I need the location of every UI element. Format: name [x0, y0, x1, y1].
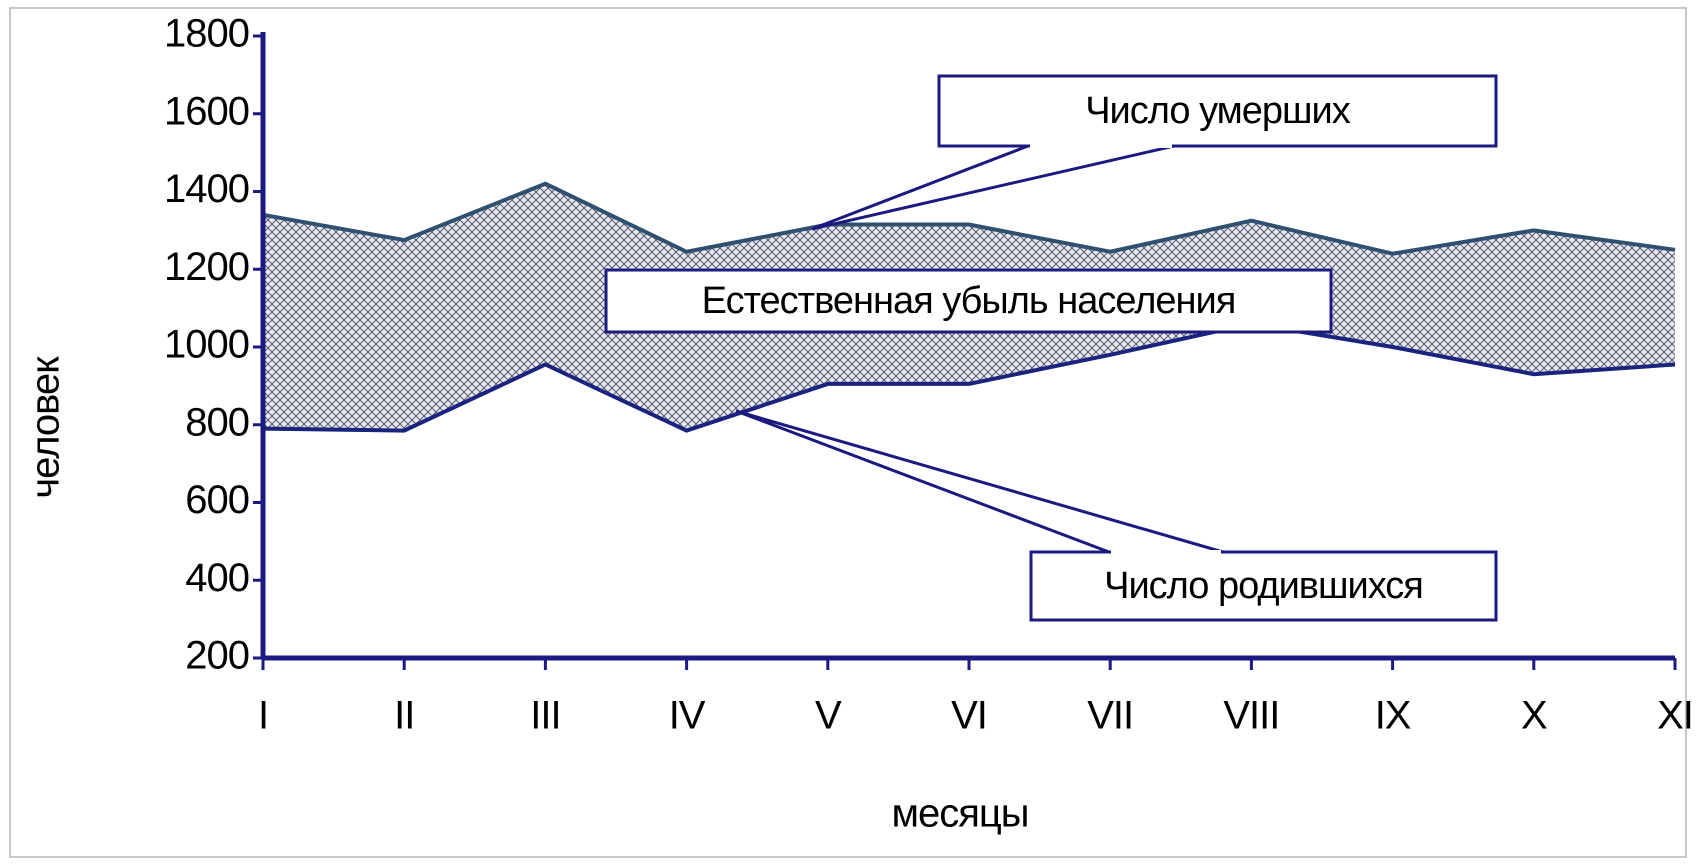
x-tick-label: I [258, 694, 268, 738]
y-tick-label: 1800 [164, 12, 249, 56]
callout-pointer [735, 409, 1224, 554]
y-tick-label: 1400 [164, 167, 249, 211]
x-axis-label: месяцы [891, 792, 1028, 836]
x-tick-label: V [815, 694, 842, 738]
y-tick-label: 200 [185, 634, 249, 678]
x-tick-label: VII [1087, 694, 1133, 738]
y-tick-label: 1200 [164, 245, 249, 289]
callout-box [604, 268, 1333, 334]
y-tick-label: 1600 [164, 89, 249, 133]
x-tick-label: XI [1657, 694, 1693, 738]
y-tick-label: 600 [185, 478, 249, 522]
x-tick-label: IX [1375, 694, 1411, 738]
callout-text: Число умерших [1085, 90, 1351, 132]
callout-text: Естественная убыль населения [702, 280, 1236, 322]
y-tick-label: 800 [185, 400, 249, 444]
callout-text: Число родившихся [1104, 565, 1423, 607]
y-tick-label: 400 [185, 556, 249, 600]
x-tick-label: IV [669, 694, 706, 738]
y-tick-label: 1000 [164, 323, 249, 367]
x-tick-label: VIII [1223, 694, 1279, 738]
x-tick-label: X [1521, 694, 1547, 738]
callout-box [937, 74, 1498, 148]
callout-pointer [811, 144, 1175, 231]
series-line [262, 181, 1676, 256]
frame [9, 7, 1687, 858]
x-tick-label: II [394, 694, 414, 738]
series-line [262, 321, 1676, 433]
y-axis-label: человек [24, 356, 68, 499]
callout-box [1029, 550, 1498, 622]
x-tick-label: VI [951, 694, 987, 738]
x-tick-label: III [530, 694, 560, 738]
